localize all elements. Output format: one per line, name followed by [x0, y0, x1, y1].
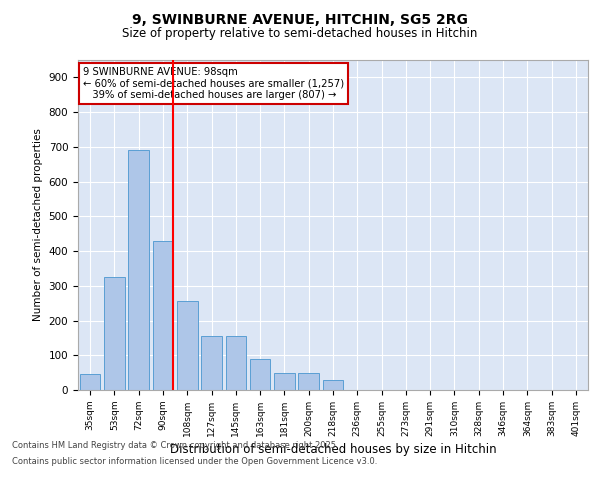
Bar: [152, 240, 173, 390]
Bar: [104, 277, 125, 390]
Text: Contains public sector information licensed under the Open Government Licence v3: Contains public sector information licen…: [12, 457, 377, 466]
X-axis label: Distribution of semi-detached houses by size in Hitchin: Distribution of semi-detached houses by …: [170, 443, 496, 456]
Text: 9, SWINBURNE AVENUE, HITCHIN, SG5 2RG: 9, SWINBURNE AVENUE, HITCHIN, SG5 2RG: [132, 12, 468, 26]
Bar: [177, 302, 197, 390]
Text: Contains HM Land Registry data © Crown copyright and database right 2025.: Contains HM Land Registry data © Crown c…: [12, 440, 338, 450]
Bar: [250, 358, 271, 390]
Bar: [128, 150, 149, 390]
Text: Size of property relative to semi-detached houses in Hitchin: Size of property relative to semi-detach…: [122, 28, 478, 40]
Y-axis label: Number of semi-detached properties: Number of semi-detached properties: [33, 128, 43, 322]
Bar: [226, 336, 246, 390]
Bar: [80, 374, 100, 390]
Text: 9 SWINBURNE AVENUE: 98sqm
← 60% of semi-detached houses are smaller (1,257)
   3: 9 SWINBURNE AVENUE: 98sqm ← 60% of semi-…: [83, 66, 344, 100]
Bar: [298, 372, 319, 390]
Bar: [201, 336, 222, 390]
Bar: [274, 372, 295, 390]
Bar: [323, 380, 343, 390]
